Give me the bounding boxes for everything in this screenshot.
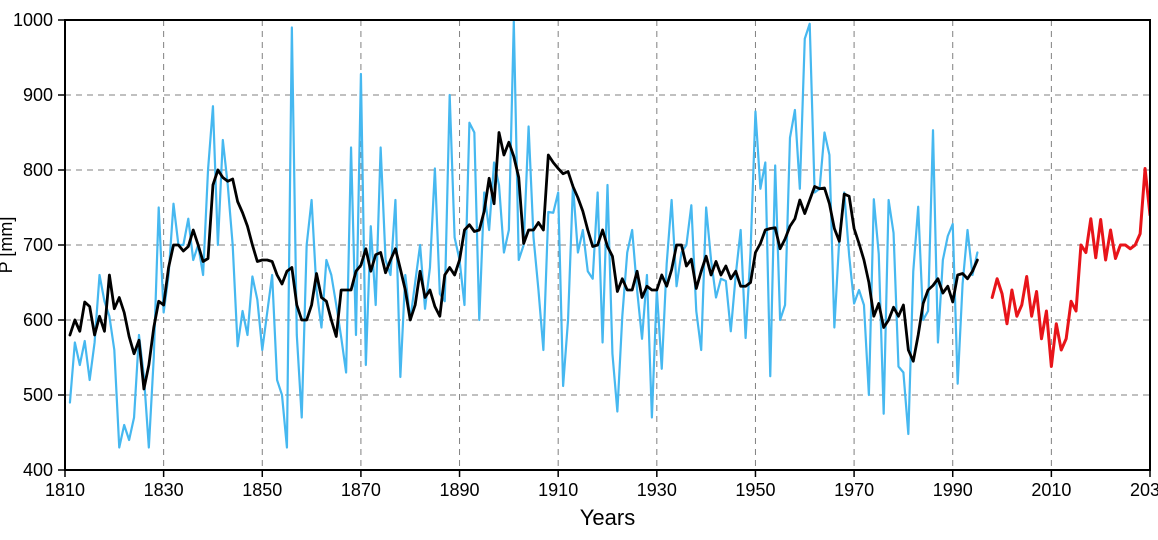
- y-axis-label: P [mm]: [0, 217, 16, 274]
- xtick-label: 1970: [834, 480, 874, 500]
- ytick-label: 500: [23, 385, 53, 405]
- chart-bg: [0, 0, 1158, 540]
- xtick-label: 1990: [933, 480, 973, 500]
- xtick-label: 1850: [242, 480, 282, 500]
- xtick-label: 1950: [735, 480, 775, 500]
- x-axis-label: Years: [580, 505, 635, 530]
- ytick-label: 1000: [13, 10, 53, 30]
- ytick-label: 600: [23, 310, 53, 330]
- precipitation-timeseries-chart: 1810 1830 1850 1870 1890 1910 1930 1950 1970 1990…: [0, 0, 1158, 540]
- ytick-label: 900: [23, 85, 53, 105]
- xtick-label: 1870: [341, 480, 381, 500]
- xtick-label: 2010: [1031, 480, 1071, 500]
- ytick-label: 400: [23, 460, 53, 480]
- xtick-label: 1930: [637, 480, 677, 500]
- xtick-label: 1810: [45, 480, 85, 500]
- xtick-label: 1910: [538, 480, 578, 500]
- ytick-label: 800: [23, 160, 53, 180]
- ytick-label: 700: [23, 235, 53, 255]
- xtick-label: 1830: [144, 480, 184, 500]
- xtick-label: 1890: [440, 480, 480, 500]
- xtick-label: 2030: [1130, 480, 1158, 500]
- chart-svg: 1810 1830 1850 1870 1890 1910 1930 1950 1970 1990…: [0, 0, 1158, 540]
